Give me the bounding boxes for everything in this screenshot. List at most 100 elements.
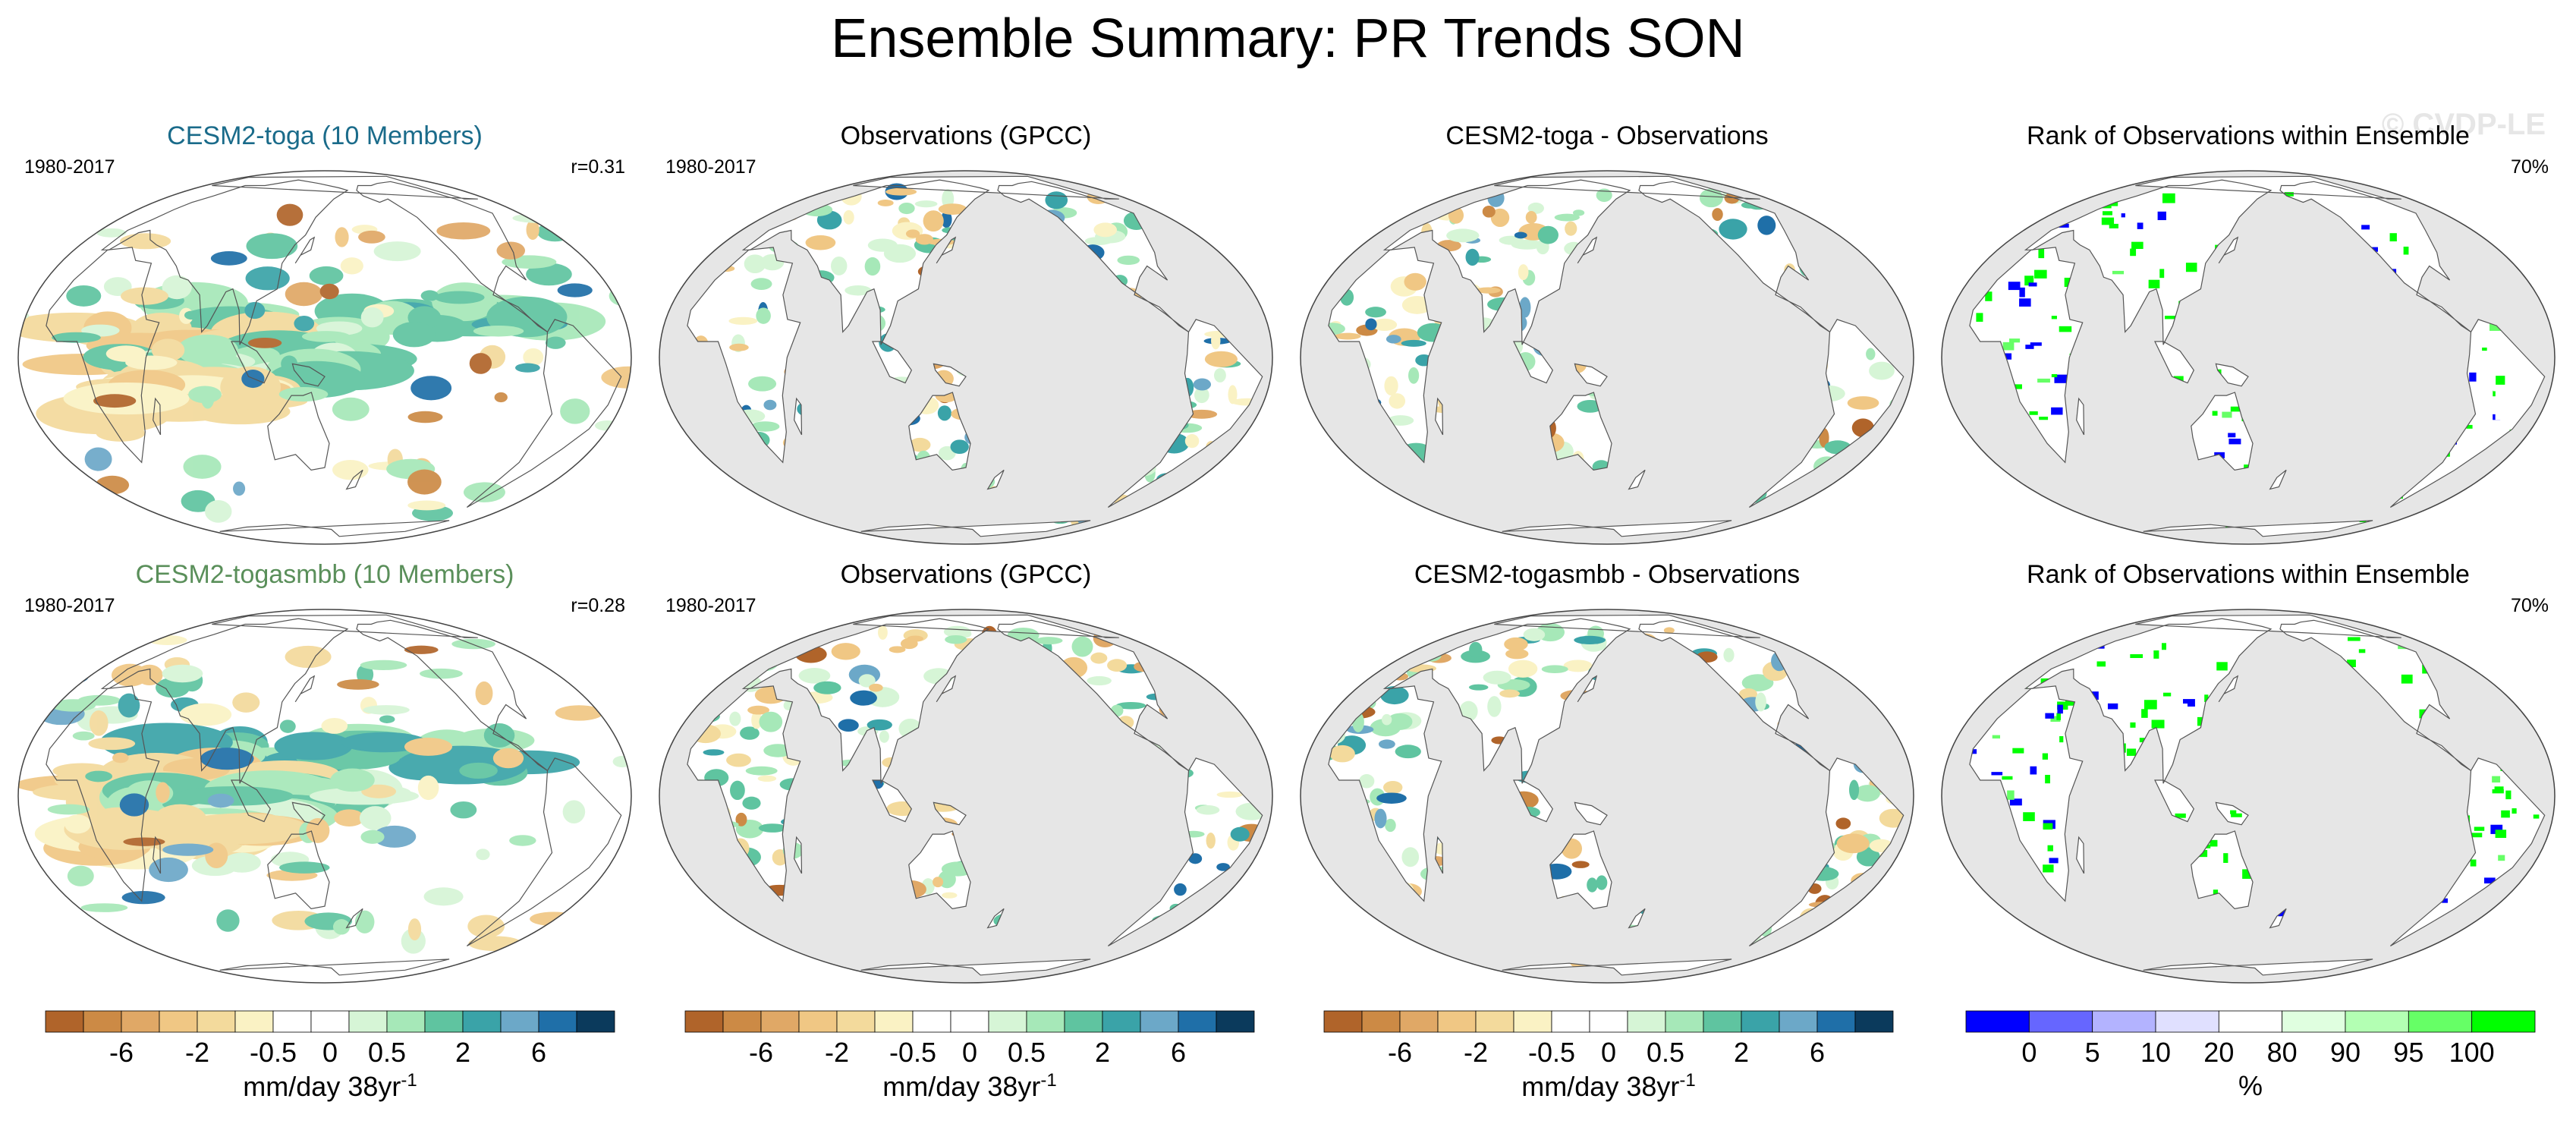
trend-blob [1518, 264, 1529, 281]
trend-blob [1487, 696, 1502, 717]
colorbar-swatches [1965, 1010, 2536, 1033]
trend-blob [717, 516, 738, 525]
trend-blob [1523, 628, 1546, 641]
rank-cell [2063, 957, 2071, 968]
colorbar-swatch [2282, 1010, 2346, 1033]
rank-cell [2347, 660, 2356, 668]
trend-blob [831, 256, 848, 275]
rank-cell [2433, 508, 2441, 513]
trend-blob [748, 376, 777, 392]
colorbar-units: mm/day 38yr-1 [42, 1070, 618, 1103]
trend-blob [729, 343, 749, 351]
trend-blob [1398, 187, 1428, 202]
colorbar-tick-label: 6 [1170, 1037, 1187, 1068]
trend-blob [1162, 508, 1183, 524]
rank-cell [2043, 864, 2054, 873]
coastlines [46, 175, 622, 537]
rank-cell [2162, 692, 2172, 697]
trend-blob [750, 421, 780, 432]
rank-cell [2094, 522, 2100, 531]
trend-blob [735, 812, 747, 826]
trend-blob [612, 755, 631, 768]
trend-blob [1393, 194, 1407, 206]
colorbar-swatch [1741, 1010, 1780, 1033]
panel-title: Observations (GPCC) [840, 560, 1092, 589]
rank-cell [2112, 270, 2125, 275]
rank-cell [2015, 930, 2024, 936]
rank-cell [1942, 294, 1945, 303]
trend-blob [1181, 191, 1200, 206]
trend-blob [660, 426, 677, 439]
trend-blob [1856, 847, 1880, 867]
rank-cell [2520, 508, 2530, 517]
map-panel-obs-gpcc: Observations (GPCC) 1980-2017 [649, 121, 1283, 546]
colorbar-swatch [2028, 1010, 2093, 1033]
colorbar-swatch [1589, 1010, 1628, 1033]
trend-blob [747, 705, 770, 715]
trend-blob [545, 336, 566, 349]
map-panel-toga-minus-obs: CESM2-toga - Observations [1290, 121, 1924, 546]
trend-blob [1333, 947, 1363, 955]
trend-blob [1253, 883, 1263, 901]
trend-blob [1874, 511, 1892, 532]
rank-cell [2028, 282, 2037, 287]
trend-blob [207, 793, 234, 808]
rank-cell [2002, 776, 2013, 780]
rank-cell [2419, 225, 2425, 231]
trend-blob [52, 332, 101, 343]
rank-cell [2009, 338, 2021, 343]
trend-blob [233, 481, 246, 496]
rank-cell [2103, 211, 2112, 216]
trend-blob [136, 664, 163, 686]
period-label: 1980-2017 [665, 156, 756, 178]
trend-blob [687, 682, 709, 691]
trend-blob [728, 630, 739, 649]
world-map [17, 170, 632, 545]
rank-cell [2483, 517, 2493, 521]
rank-cell [2545, 862, 2552, 871]
colorbar-swatch [1102, 1010, 1141, 1033]
world-map [17, 609, 632, 984]
trend-blob [697, 660, 724, 669]
trend-blob [1267, 277, 1275, 285]
coastlines [1328, 614, 1904, 976]
trend-blob [1206, 833, 1216, 849]
rank-cell [2494, 786, 2504, 793]
trend-blob [88, 737, 136, 751]
rank-cell [1951, 244, 1961, 250]
trend-blob [1240, 931, 1253, 950]
rank-cell [2556, 742, 2558, 749]
trend-blob [210, 251, 247, 266]
rank-cell [2001, 921, 2012, 926]
rank-cell [1975, 692, 1988, 697]
trend-blob [1865, 903, 1884, 911]
trend-blob [858, 674, 876, 688]
trend-blob [1757, 216, 1776, 235]
trend-blob [1349, 947, 1380, 965]
trend-blob [1361, 930, 1388, 944]
trend-blob [831, 643, 860, 660]
trend-blob [838, 719, 859, 732]
rank-cell [2431, 518, 2443, 529]
rank-cell [2471, 396, 2477, 405]
rank-cell [2458, 497, 2467, 503]
world-map [1300, 170, 1914, 545]
rank-cell [2002, 473, 2007, 479]
rank-cell [2036, 199, 2046, 206]
rank-cell [1952, 914, 1961, 918]
trend-blob [1404, 272, 1426, 291]
trend-blob [687, 196, 701, 213]
colorbar-swatch [1551, 1010, 1590, 1033]
trend-blob [885, 187, 917, 196]
rank-cell [2139, 738, 2145, 743]
rank-percent-label: 70% [2510, 595, 2549, 616]
trend-blob [1211, 332, 1221, 350]
colorbar-swatch [576, 1010, 615, 1033]
trend-blob [407, 469, 442, 495]
trend-blob [1902, 926, 1904, 946]
rank-cell [2230, 810, 2237, 814]
colorbar-swatch [722, 1010, 762, 1033]
colorbar-units: mm/day 38yr-1 [1320, 1070, 1897, 1103]
trend-blob [523, 348, 544, 367]
rank-cell [2518, 258, 2528, 262]
